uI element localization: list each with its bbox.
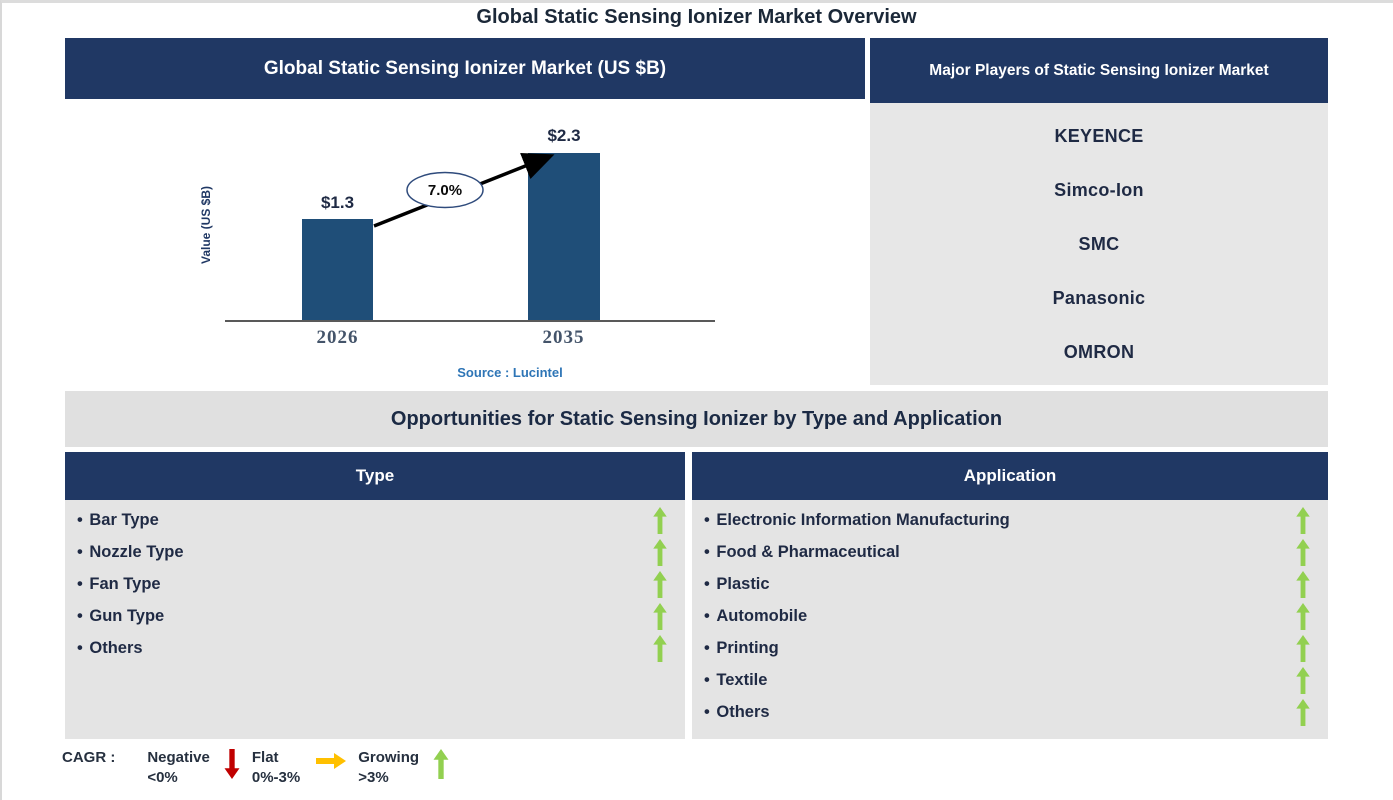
type-panel-header-label: Type xyxy=(355,466,395,485)
growing-up-arrow-icon xyxy=(653,634,667,662)
growing-up-arrow-icon xyxy=(1296,634,1310,662)
flat-right-arrow-icon xyxy=(316,753,347,769)
list-item: Nozzle Type xyxy=(65,536,685,568)
legend-item-flat: Flat 0%-3% xyxy=(252,748,358,787)
growing-up-arrow-icon xyxy=(653,570,667,598)
x-tick-2026: 2026 xyxy=(316,327,359,348)
growing-up-arrow-icon xyxy=(653,602,667,630)
growing-up-arrow-icon xyxy=(433,749,449,779)
legend-negative-name: Negative xyxy=(147,749,210,766)
list-item: Plastic xyxy=(692,568,1328,600)
opportunities-title: Opportunities for Static Sensing Ionizer… xyxy=(390,407,1003,430)
cagr-legend-label: CAGR : xyxy=(62,749,116,766)
opportunities-title-band: Opportunities for Static Sensing Ionizer… xyxy=(65,391,1328,447)
legend-item-negative: Negative <0% xyxy=(147,748,252,787)
legend-flat-range: 0%-3% xyxy=(251,768,301,786)
application-panel-header-label: Application xyxy=(963,466,1057,485)
list-item: Electronic Information Manufacturing xyxy=(692,504,1328,536)
legend-negative-range: <0% xyxy=(147,768,178,786)
player-name: Panasonic xyxy=(1052,287,1146,308)
list-item: Food & Pharmaceutical xyxy=(692,536,1328,568)
trend-arrow-overlay: 7.0% xyxy=(373,153,555,228)
growing-up-arrow-icon xyxy=(653,538,667,566)
player-name: SMC xyxy=(1078,233,1120,254)
application-panel: Application Electronic Information Manuf… xyxy=(692,452,1328,739)
list-item: Others xyxy=(692,696,1328,728)
bar-2035 xyxy=(528,153,600,320)
type-panel-body: Bar Type Nozzle Type Fan Type Gun Type O… xyxy=(65,500,685,739)
major-players-header-label: Major Players of Static Sensing Ionizer … xyxy=(929,61,1269,79)
growing-up-arrow-icon xyxy=(1296,698,1310,726)
player-name: Simco-Ion xyxy=(1054,179,1144,200)
growing-up-arrow-icon xyxy=(1296,506,1310,534)
list-item: Gun Type xyxy=(65,600,685,632)
market-chart-header-label: Global Static Sensing Ionizer Market (US… xyxy=(263,57,667,79)
list-item: Automobile xyxy=(692,600,1328,632)
list-item: Bar Type xyxy=(65,504,685,536)
bar-2026 xyxy=(302,219,373,320)
growing-up-arrow-icon xyxy=(1296,666,1310,694)
growing-up-arrow-icon xyxy=(1296,602,1310,630)
cagr-ellipse xyxy=(406,171,484,209)
cagr-value: 7.0% xyxy=(428,182,462,199)
application-panel-body: Electronic Information Manufacturing Foo… xyxy=(692,500,1328,739)
list-item: Others xyxy=(65,632,685,664)
growing-up-arrow-icon xyxy=(653,506,667,534)
major-players-header: Major Players of Static Sensing Ionizer … xyxy=(870,38,1328,103)
player-name: OMRON xyxy=(1063,341,1135,362)
negative-down-arrow-icon xyxy=(224,749,240,779)
bar-chart: Value (US $B) $1.3 $2.3 2026 2035 7.0% S… xyxy=(65,99,865,391)
page-title: Global Static Sensing Ionizer Market Ove… xyxy=(476,6,917,28)
list-item: Fan Type xyxy=(65,568,685,600)
list-item: Textile xyxy=(692,664,1328,696)
chart-source: Source : Lucintel xyxy=(457,365,563,380)
growing-up-arrow-icon xyxy=(1296,570,1310,598)
bar-value-2035: $2.3 xyxy=(547,126,581,145)
application-panel-header: Application xyxy=(692,452,1328,500)
major-players-list: KEYENCE Simco-Ion SMC Panasonic OMRON xyxy=(870,103,1328,385)
growing-up-arrow-icon xyxy=(1296,538,1310,566)
legend-flat-name: Flat xyxy=(251,749,279,766)
type-panel: Type Bar Type Nozzle Type Fan Type Gun T… xyxy=(65,452,685,739)
legend-growing-name: Growing xyxy=(358,749,420,766)
x-axis-line xyxy=(225,320,715,322)
cagr-legend: CAGR : Negative <0% Flat 0%-3% Growing >… xyxy=(62,748,461,787)
x-tick-2035: 2035 xyxy=(542,327,585,348)
market-chart-header: Global Static Sensing Ionizer Market (US… xyxy=(65,38,865,99)
player-name: KEYENCE xyxy=(1054,125,1144,146)
bar-value-2026: $1.3 xyxy=(320,193,355,212)
type-panel-header: Type xyxy=(65,452,685,500)
legend-item-growing: Growing >3% xyxy=(358,748,461,787)
legend-growing-range: >3% xyxy=(358,768,389,786)
list-item: Printing xyxy=(692,632,1328,664)
